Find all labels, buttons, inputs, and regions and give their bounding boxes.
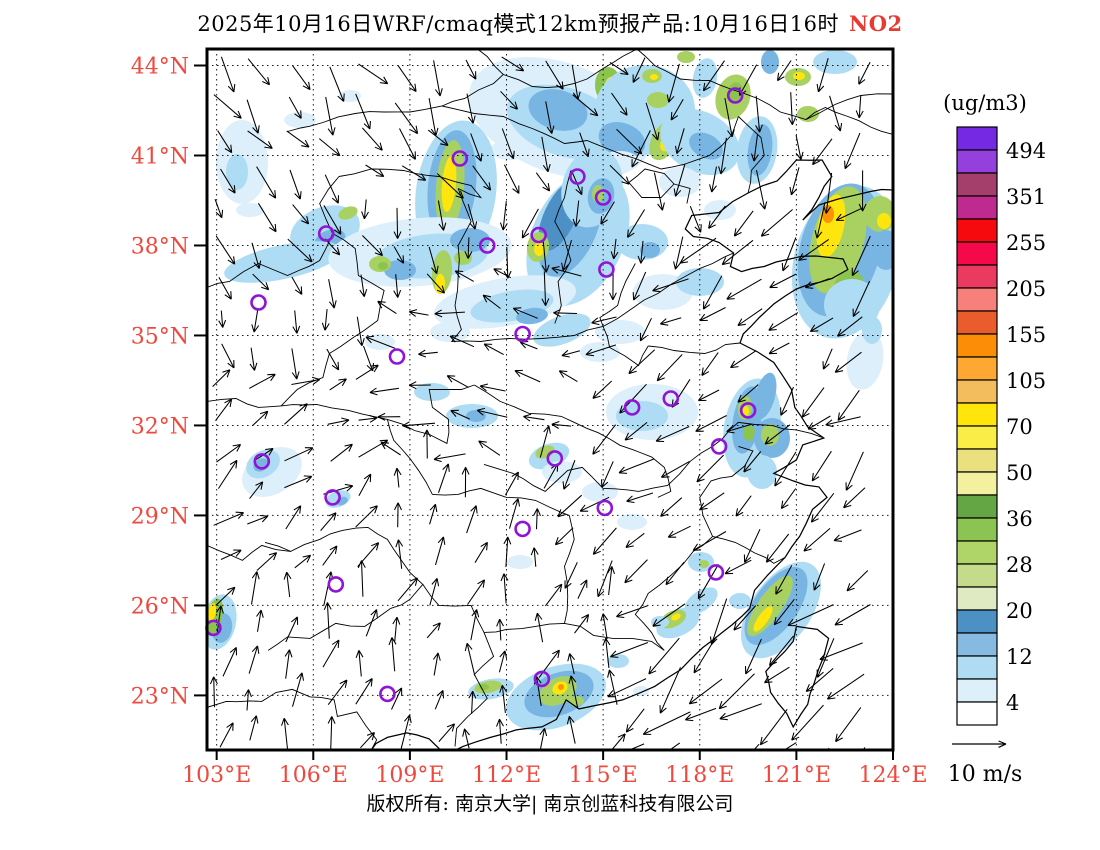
x-axis-tick-label: 112°E bbox=[472, 763, 541, 788]
species-label: NO2 bbox=[849, 11, 903, 36]
station-marker bbox=[726, 87, 744, 104]
title-text: 2025年10月16日WRF/cmaq模式12km预报产品:10月16日16时 bbox=[197, 12, 840, 36]
x-axis-tick-label: 106°E bbox=[279, 763, 348, 788]
wind-scale-arrow-icon bbox=[952, 740, 1007, 748]
colorbar-tick-label: 255 bbox=[1006, 231, 1046, 255]
colorbar-tick-label: 155 bbox=[1006, 323, 1046, 347]
colorbar-swatch bbox=[956, 540, 998, 565]
colorbar-swatch bbox=[956, 471, 998, 496]
colorbar-swatch bbox=[956, 678, 998, 703]
y-axis-tick-label: 38°N bbox=[131, 234, 189, 259]
colorbar-tick-label: 4 bbox=[1006, 691, 1019, 715]
colorbar-swatch bbox=[956, 563, 998, 588]
copyright-text: 版权所有: 南京大学| 南京创蓝科技有限公司 bbox=[366, 793, 734, 815]
station-marker bbox=[710, 438, 728, 455]
colorbar-swatch bbox=[956, 402, 998, 427]
station-marker bbox=[451, 150, 469, 167]
colorbar-tick-label: 28 bbox=[1006, 553, 1033, 577]
station-marker bbox=[388, 348, 406, 365]
station-marker bbox=[598, 261, 615, 278]
y-axis-tick-label: 23°N bbox=[131, 684, 189, 709]
y-axis-tick-label: 44°N bbox=[131, 54, 189, 79]
station-marker bbox=[324, 489, 341, 506]
colorbar-swatch bbox=[956, 333, 998, 358]
station-marker bbox=[530, 226, 548, 244]
colorbar-swatch bbox=[956, 172, 998, 197]
colorbar-swatch bbox=[956, 701, 998, 726]
colorbar-swatch bbox=[956, 310, 998, 335]
colorbar-swatch bbox=[956, 218, 998, 243]
station-marker bbox=[253, 453, 271, 470]
colorbar-swatch bbox=[956, 632, 998, 657]
station-marker bbox=[514, 325, 531, 343]
colorbar-unit: (ug/m3) bbox=[943, 91, 1027, 115]
no2-shading-layer bbox=[207, 50, 893, 731]
x-axis-tick-label: 115°E bbox=[569, 763, 638, 788]
colorbar-swatch bbox=[956, 494, 998, 519]
colorbar-tick-label: 105 bbox=[1006, 369, 1046, 393]
station-marker bbox=[569, 168, 586, 185]
colorbar-tick-label: 20 bbox=[1006, 599, 1033, 623]
colorbar-swatch bbox=[956, 195, 998, 220]
colorbar-swatch bbox=[956, 425, 998, 450]
colorbar-tick-label: 351 bbox=[1006, 185, 1046, 209]
station-marker bbox=[546, 450, 564, 467]
y-axis-tick-label: 29°N bbox=[131, 504, 189, 529]
wind-scale-legend: 10 m/s bbox=[948, 740, 1023, 787]
y-axis-tick-label: 26°N bbox=[131, 594, 189, 619]
colorbar-swatch bbox=[956, 356, 998, 381]
colorbar-swatch bbox=[956, 655, 998, 680]
station-marker bbox=[478, 237, 496, 254]
station-marker bbox=[596, 499, 614, 517]
station-marker bbox=[623, 399, 641, 416]
y-axis-tick-label: 32°N bbox=[131, 414, 189, 439]
station-marker bbox=[250, 294, 267, 311]
colorbar-tick-label: 36 bbox=[1006, 507, 1033, 531]
axes-layer: 103°E 106°E 109°E 112°E 115°E 118°E 121°E 124°E… bbox=[131, 47, 928, 788]
colorbar-swatch bbox=[956, 241, 998, 266]
colorbar-tick-label: 205 bbox=[1006, 277, 1046, 301]
colorbar-swatch bbox=[956, 287, 998, 312]
x-axis-tick-label: 109°E bbox=[375, 763, 444, 788]
x-axis-tick-label: 121°E bbox=[762, 763, 831, 788]
colorbar-tick-label: 50 bbox=[1006, 461, 1033, 485]
station-marker bbox=[594, 189, 612, 206]
station-marker bbox=[533, 670, 551, 688]
station-marker bbox=[317, 225, 335, 242]
x-axis-tick-label: 124°E bbox=[858, 763, 927, 788]
colorbar-tick-label: 12 bbox=[1006, 645, 1033, 669]
colorbar-swatch bbox=[956, 149, 998, 174]
colorbar: (ug/m3) 494 351 255 205 155 105 70 50 36 28 20 12 4 bbox=[943, 91, 1046, 726]
station-marker bbox=[662, 390, 680, 407]
coastline-borders-layer bbox=[207, 49, 893, 750]
station-marker bbox=[379, 685, 396, 703]
y-axis-tick-label: 35°N bbox=[131, 324, 189, 349]
colorbar-swatch bbox=[956, 517, 998, 542]
colorbar-swatch bbox=[956, 126, 998, 151]
colorbar-swatch bbox=[956, 586, 998, 611]
y-axis-tick-label: 41°N bbox=[131, 144, 189, 169]
station-marker bbox=[514, 520, 531, 538]
station-marker bbox=[739, 402, 757, 419]
colorbar-swatch bbox=[956, 448, 998, 473]
colorbar-swatch bbox=[956, 379, 998, 404]
colorbar-tick-label: 70 bbox=[1006, 415, 1033, 439]
colorbar-tick-label: 494 bbox=[1006, 139, 1046, 163]
colorbar-swatch bbox=[956, 264, 998, 289]
wind-scale-label: 10 m/s bbox=[948, 762, 1023, 787]
station-markers-layer bbox=[205, 87, 757, 703]
colorbar-swatch bbox=[956, 609, 998, 634]
x-axis-tick-label: 103°E bbox=[182, 763, 251, 788]
station-marker bbox=[327, 576, 345, 593]
wind-vector-layer bbox=[209, 56, 871, 750]
page-title: 2025年10月16日WRF/cmaq模式12km预报产品:10月16日16时 N… bbox=[0, 8, 1100, 38]
x-axis-tick-label: 118°E bbox=[665, 763, 734, 788]
station-marker bbox=[707, 564, 725, 581]
